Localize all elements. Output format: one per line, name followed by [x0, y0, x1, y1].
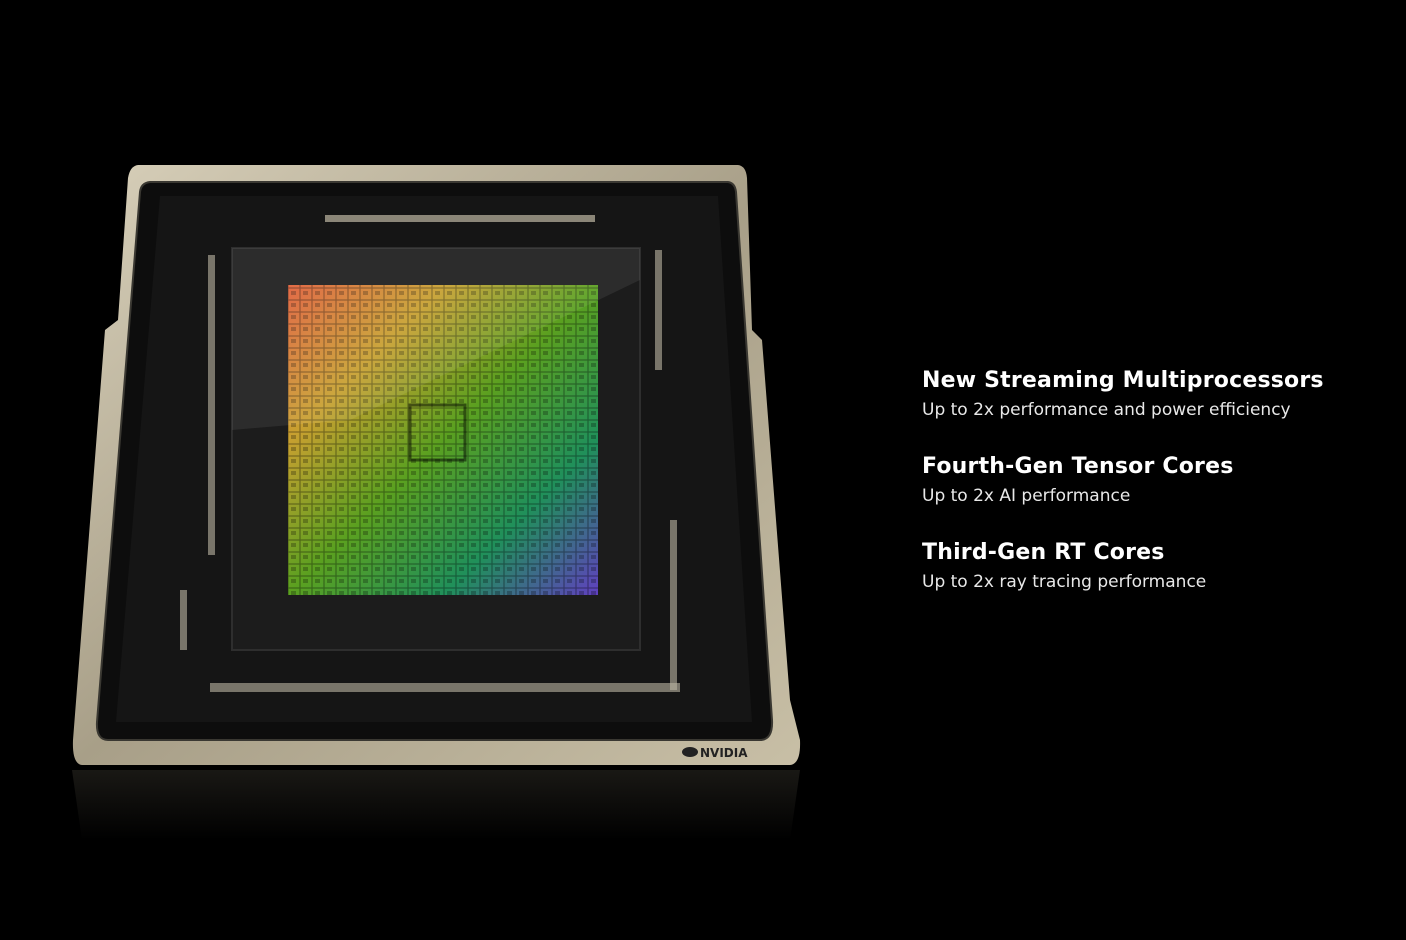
- feature-tensor-cores: Fourth-Gen Tensor Cores Up to 2x AI perf…: [922, 452, 1324, 508]
- nvidia-logo: NVIDIA: [682, 746, 748, 760]
- feature-streaming-multiprocessors: New Streaming Multiprocessors Up to 2x p…: [922, 366, 1324, 422]
- feature-title: Fourth-Gen Tensor Cores: [922, 454, 1234, 479]
- feature-rt-cores: Third-Gen RT Cores Up to 2x ray tracing …: [922, 538, 1324, 594]
- feature-list: New Streaming Multiprocessors Up to 2x p…: [922, 366, 1324, 624]
- feature-title: Third-Gen RT Cores: [922, 540, 1165, 565]
- feature-subtitle: Up to 2x ray tracing performance: [922, 572, 1207, 592]
- svg-text:NVIDIA: NVIDIA: [700, 746, 748, 760]
- feature-subtitle: Up to 2x performance and power efficienc…: [922, 400, 1291, 420]
- feature-subtitle: Up to 2x AI performance: [922, 486, 1131, 506]
- feature-title: New Streaming Multiprocessors: [922, 368, 1324, 393]
